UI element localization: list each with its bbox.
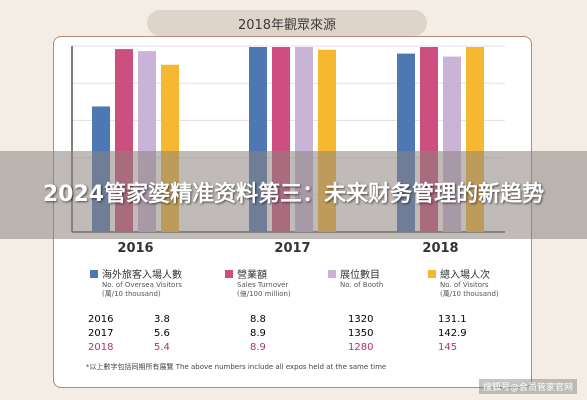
table-cell-sales: 8.9 xyxy=(250,328,266,339)
legend-item-overseas: 海外旅客入場人數 No. of Oversea Visitors (萬/10 t… xyxy=(90,266,200,299)
table-cell-total: 142.9 xyxy=(438,328,467,339)
legend-english: No. of Booth xyxy=(340,281,384,289)
legend-unit: (億/100 million) xyxy=(237,290,291,299)
legend-english: Sales Turnover xyxy=(237,281,289,289)
footnote: *以上數字包括同期所有展覽 The above numbers include … xyxy=(86,363,387,371)
legend-item-total: 總入場人次 No. of Visitors (萬/10 thousand) xyxy=(428,266,538,299)
legend-swatch-overseas xyxy=(90,269,98,278)
table-cell-total: 131.1 xyxy=(438,314,467,325)
legend-label: 展位數目 xyxy=(340,270,380,281)
legend-swatch-total xyxy=(428,269,436,278)
table-cell-sales: 8.8 xyxy=(250,314,266,325)
legend-english: No. of Oversea Visitors xyxy=(102,281,182,289)
table-cell-overseas: 5.4 xyxy=(154,342,170,353)
legend-label: 海外旅客入場人數 xyxy=(102,270,182,281)
legend-item-sales: 營業額 Sales Turnover (億/100 million) xyxy=(225,266,335,299)
table-cell-booth: 1320 xyxy=(348,314,374,325)
table-row-highlight: 2018 5.4 8.9 1280 145 xyxy=(88,342,508,356)
x-tick-label: 2016 xyxy=(117,241,153,256)
headline-banner: 2024管家婆精准资料第三：未来财务管理的新趋势 xyxy=(0,151,587,239)
x-tick-label: 2017 xyxy=(274,241,310,256)
legend: 海外旅客入場人數 No. of Oversea Visitors (萬/10 t… xyxy=(90,266,510,310)
table-cell-total: 145 xyxy=(438,342,458,353)
table-cell-year: 2018 xyxy=(88,342,114,353)
table-row: 2017 5.6 8.9 1350 142.9 xyxy=(88,328,508,342)
table-cell-year: 2017 xyxy=(88,328,114,339)
chart-title: 2018年觀眾來源 xyxy=(147,10,427,36)
legend-unit: (萬/10 thousand) xyxy=(102,290,161,299)
x-tick-label: 2018 xyxy=(422,241,458,256)
legend-swatch-booth xyxy=(328,269,336,278)
table-cell-booth: 1280 xyxy=(348,342,374,353)
table-cell-booth: 1350 xyxy=(348,328,374,339)
table-cell-sales: 8.9 xyxy=(250,342,266,353)
legend-english: No. of Visitors xyxy=(440,281,489,289)
table-cell-year: 2016 xyxy=(88,314,114,325)
watermark: 搜狐号@会员管家官网 xyxy=(478,379,577,394)
table-cell-overseas: 5.6 xyxy=(154,328,170,339)
legend-swatch-sales xyxy=(225,269,233,278)
legend-label: 總入場人次 xyxy=(440,270,490,281)
legend-item-booth: 展位數目 No. of Booth xyxy=(328,266,438,290)
legend-unit: (萬/10 thousand) xyxy=(440,290,499,299)
table-cell-overseas: 3.8 xyxy=(154,314,170,325)
table-row: 2016 3.8 8.8 1320 131.1 xyxy=(88,314,508,328)
legend-label: 營業額 xyxy=(237,270,267,281)
headline-text: 2024管家婆精准资料第三：未来财务管理的新趋势 xyxy=(42,182,545,208)
